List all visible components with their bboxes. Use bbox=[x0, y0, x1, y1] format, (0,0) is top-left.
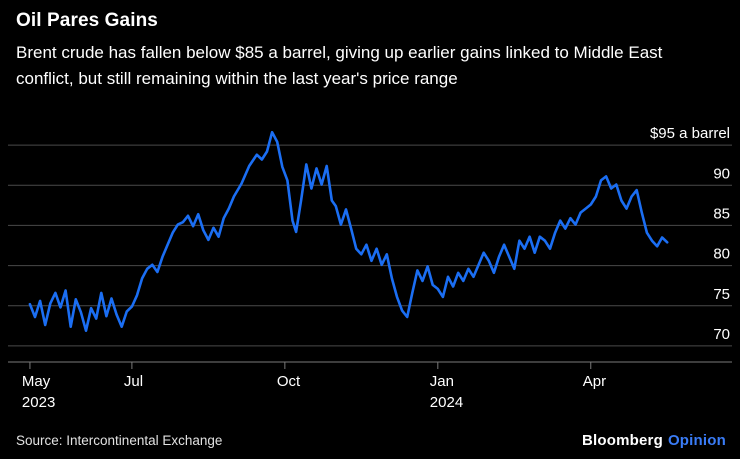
x-axis-label: Oct bbox=[277, 373, 301, 390]
chart-subtitle: Brent crude has fallen below $85 a barre… bbox=[16, 43, 663, 88]
y-axis-label: 90 bbox=[713, 165, 730, 182]
x-axis-label: May bbox=[22, 373, 51, 390]
y-axis-label: 80 bbox=[713, 246, 730, 263]
brand-opinion: Opinion bbox=[667, 432, 726, 449]
chart-header: Oil Pares Gains Brent crude has fallen b… bbox=[16, 10, 724, 91]
brand-bloomberg: Bloomberg bbox=[581, 432, 663, 449]
price-line bbox=[28, 130, 669, 333]
x-axis-year-label: 2024 bbox=[430, 394, 463, 411]
y-axis-label: $95 a barrel bbox=[650, 125, 730, 142]
chart-footer: Source: Intercontinental Exchange Bloomb… bbox=[16, 432, 726, 449]
x-axis-label: Apr bbox=[583, 373, 606, 390]
x-axis-year-label: 2023 bbox=[22, 394, 55, 411]
bloomberg-logo: Bloomberg Opinion bbox=[582, 432, 726, 449]
x-axis-label: Jan bbox=[430, 373, 454, 390]
chart-title: Oil Pares Gains bbox=[16, 10, 158, 31]
x-axis-label: Jul bbox=[124, 373, 143, 390]
y-axis-label: 70 bbox=[713, 326, 730, 343]
y-axis-label: 75 bbox=[713, 286, 730, 303]
y-axis-label: 85 bbox=[713, 205, 730, 222]
source-note: Source: Intercontinental Exchange bbox=[16, 433, 223, 448]
